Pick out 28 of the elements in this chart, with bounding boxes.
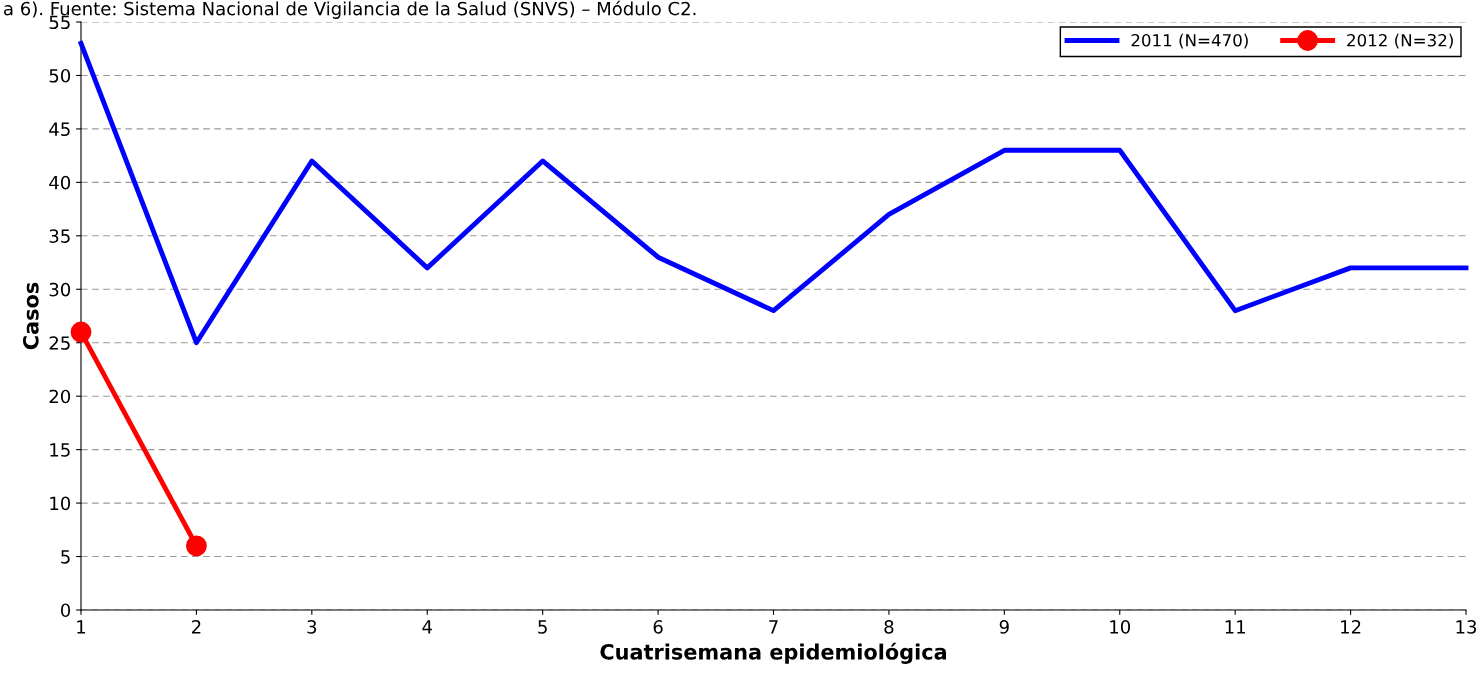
y-tick-label: 10 bbox=[50, 496, 71, 511]
y-tick-label: 45 bbox=[49, 122, 70, 137]
x-tick-label: 8 bbox=[884, 620, 894, 634]
y-tick-label: 0 bbox=[60, 603, 71, 618]
y-tick-label: 15 bbox=[50, 443, 70, 457]
x-tick-label: 12 bbox=[1341, 620, 1361, 634]
y-axis-title: Casos bbox=[22, 282, 39, 350]
legend-label: 2012 (N=32) bbox=[1347, 33, 1453, 49]
y-tick-label: 40 bbox=[49, 175, 71, 190]
y-tick-label: 35 bbox=[49, 229, 70, 243]
x-tick-label: 1 bbox=[77, 620, 86, 634]
x-tick-label: 9 bbox=[999, 620, 1009, 634]
x-tick-label: 10 bbox=[1110, 620, 1131, 634]
x-tick-label: 5 bbox=[538, 620, 547, 634]
legend-label: 2011 (N=470) bbox=[1131, 33, 1248, 49]
x-tick-label: 6 bbox=[653, 620, 663, 634]
x-tick-label: 2 bbox=[192, 620, 201, 634]
x-tick-label: 11 bbox=[1225, 620, 1245, 634]
y-tick-label: 5 bbox=[61, 550, 70, 564]
x-tick-label: 3 bbox=[307, 620, 317, 634]
x-tick-label: 7 bbox=[769, 620, 778, 634]
x-tick-label: 13 bbox=[1456, 620, 1477, 634]
x-axis-title: Cuatrisemana epidemiológica bbox=[600, 642, 947, 664]
y-tick-label: 30 bbox=[49, 282, 71, 297]
y-tick-label: 50 bbox=[49, 68, 71, 83]
y-tick-label: 25 bbox=[49, 336, 70, 350]
y-tick-label: 20 bbox=[49, 389, 71, 404]
x-tick-label: 4 bbox=[422, 620, 432, 634]
